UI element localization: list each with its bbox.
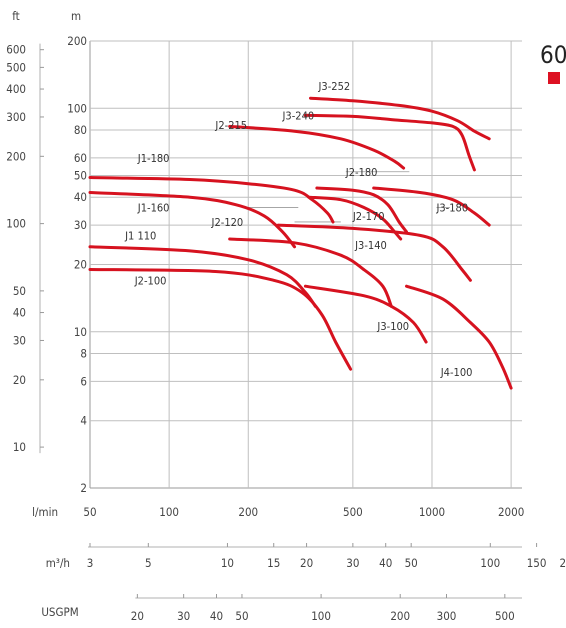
curve-label: J1-180 bbox=[137, 152, 170, 165]
curve-label: J3-140 bbox=[354, 239, 387, 252]
curve-label: J3-252 bbox=[317, 80, 350, 93]
y-tick-label: 8 bbox=[80, 346, 87, 360]
x-tick-label: 50 bbox=[83, 505, 96, 519]
secondary-x-tick-label: 50 bbox=[405, 556, 418, 570]
y-tick-label: 50 bbox=[74, 169, 87, 183]
y-tick-label: 20 bbox=[74, 258, 87, 272]
curve-label: J2-180 bbox=[345, 166, 378, 179]
y-tick-label: 40 bbox=[74, 190, 87, 204]
curve-label: J1-160 bbox=[137, 201, 170, 214]
secondary-x-tick-label: 3 bbox=[87, 556, 94, 570]
curve-j2-100 bbox=[88, 268, 353, 371]
secondary-x-tick-label: 40 bbox=[379, 556, 392, 570]
y-tick-label: 200 bbox=[67, 34, 87, 48]
ft-tick-label: 500 bbox=[6, 60, 26, 74]
ft-tick-label: 100 bbox=[6, 217, 26, 231]
m3h-unit-label: m³/h bbox=[46, 556, 70, 570]
curve-j2-215 bbox=[228, 124, 406, 170]
curve-label: J4-100 bbox=[440, 366, 473, 379]
legend-marker bbox=[548, 72, 560, 84]
ft-tick-label: 30 bbox=[13, 333, 26, 347]
curve-j1-160 bbox=[88, 191, 296, 249]
secondary-x-tick-label: 15 bbox=[267, 556, 280, 570]
y-tick-label: 80 bbox=[74, 123, 87, 137]
x-tick-label: 100 bbox=[159, 505, 179, 519]
curve-labels: J3-252 J3-240 J2-215 J1-180 J2-180 J3-180 J2-1… bbox=[124, 80, 472, 379]
curve-j3-240 bbox=[303, 113, 476, 172]
x-tick-label: 500 bbox=[343, 505, 363, 519]
secondary-x-tick-label: 200 bbox=[560, 556, 566, 570]
curve-label: J2-120 bbox=[211, 216, 244, 229]
secondary-x-tick-label: 500 bbox=[495, 609, 515, 623]
curve-j3-140 bbox=[276, 223, 472, 282]
y-tick-label: 6 bbox=[80, 374, 87, 388]
curve-j4-100 bbox=[405, 284, 513, 390]
y-tick-label: 60 bbox=[74, 151, 87, 165]
y-tick-label: 2 bbox=[80, 481, 87, 495]
ft-unit-label: ft bbox=[12, 9, 20, 23]
curve-label: J3-240 bbox=[282, 109, 315, 122]
usgpm-unit-label: USGPM bbox=[41, 605, 78, 619]
ft-tick-label: 300 bbox=[6, 110, 26, 124]
curve-label: J3-180 bbox=[435, 201, 468, 214]
secondary-x-tick-label: 100 bbox=[480, 556, 500, 570]
curve-j1-110 bbox=[88, 245, 317, 308]
secondary-x-tick-label: 30 bbox=[346, 556, 359, 570]
secondary-x-tick-label: 20 bbox=[300, 556, 313, 570]
ft-tick-label: 400 bbox=[6, 82, 26, 96]
curves bbox=[88, 96, 513, 390]
x-tick-label: 2000 bbox=[498, 505, 524, 519]
secondary-x-tick-label: 150 bbox=[527, 556, 547, 570]
ft-tick-label: 40 bbox=[13, 306, 26, 320]
axes: ft m l/min m³/h USGPM 2 4 6 8 10 20 30 40 50 60 80… bbox=[6, 9, 566, 623]
curve-label: J1 110 bbox=[124, 229, 156, 242]
grid bbox=[39, 40, 538, 599]
corner-text: 60 bbox=[540, 41, 566, 69]
curve-label: J2-100 bbox=[134, 274, 167, 287]
secondary-x-tick-label: 50 bbox=[235, 609, 248, 623]
ft-tick-label: 50 bbox=[13, 284, 26, 298]
lmin-unit-label: l/min bbox=[32, 505, 58, 519]
curve-j3-180 bbox=[372, 186, 491, 227]
y-tick-label: 100 bbox=[67, 101, 87, 115]
x-tick-label: 200 bbox=[238, 505, 258, 519]
secondary-x-tick-label: 300 bbox=[437, 609, 457, 623]
curve-j2-120 bbox=[228, 237, 393, 308]
secondary-x-tick-label: 20 bbox=[131, 609, 144, 623]
ft-tick-label: 600 bbox=[6, 43, 26, 57]
secondary-x-tick-label: 40 bbox=[210, 609, 223, 623]
secondary-x-tick-label: 10 bbox=[221, 556, 234, 570]
x-tick-label: 1000 bbox=[419, 505, 445, 519]
secondary-x-tick-label: 30 bbox=[177, 609, 190, 623]
y-tick-label: 30 bbox=[74, 218, 87, 232]
curve-label: J3-100 bbox=[376, 320, 409, 333]
ft-tick-label: 10 bbox=[13, 440, 26, 454]
curve-label: J2-170 bbox=[352, 210, 385, 223]
ft-tick-label: 200 bbox=[6, 149, 26, 163]
curve-j1-180 bbox=[88, 176, 335, 224]
secondary-x-tick-label: 200 bbox=[390, 609, 410, 623]
m-unit-label: m bbox=[71, 9, 81, 23]
secondary-x-tick-label: 100 bbox=[311, 609, 331, 623]
curve-label: J2-215 bbox=[214, 119, 247, 132]
secondary-x-tick-label: 5 bbox=[145, 556, 152, 570]
y-tick-label: 4 bbox=[80, 414, 87, 428]
curve-j3-252 bbox=[309, 96, 491, 141]
ft-tick-label: 20 bbox=[13, 373, 26, 387]
curve-j3-100 bbox=[303, 284, 428, 344]
y-tick-label: 10 bbox=[74, 325, 87, 339]
curve-j2-180 bbox=[315, 186, 408, 234]
